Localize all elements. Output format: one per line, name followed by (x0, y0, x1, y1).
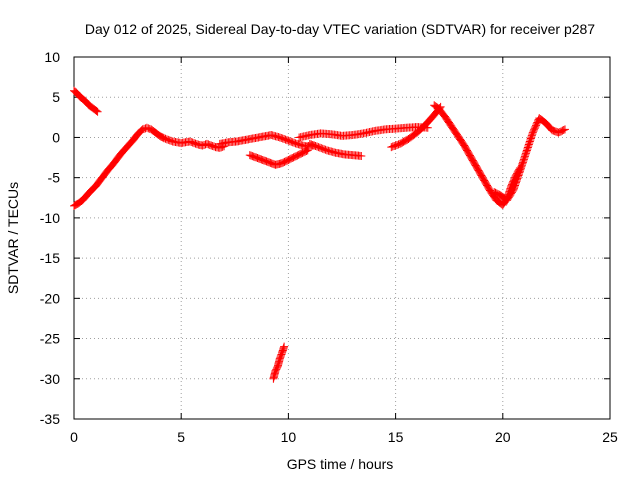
data-point (357, 151, 366, 160)
y-tick-label: -30 (40, 371, 60, 387)
series-p287-arc-7 (305, 139, 366, 160)
series-p287-arc-2 (70, 123, 229, 210)
data-point-fill (92, 106, 101, 115)
data-series (70, 86, 569, 383)
data-point (70, 201, 78, 210)
series-p287-arc-5 (269, 342, 289, 383)
data-point (303, 146, 312, 155)
data-point-fill (157, 133, 166, 142)
x-tick-label: 25 (602, 429, 618, 445)
x-tick-labels: 0 5 10 15 20 25 (70, 429, 618, 445)
y-tick-labels: 10 5 0 -5 -10 -15 -20 -25 -30 -35 (40, 49, 60, 427)
y-tick-label: -25 (40, 331, 60, 347)
data-point (155, 131, 164, 140)
axis-ticks (73, 56, 611, 420)
series-p287-arc-4 (245, 146, 312, 169)
data-point-fill (72, 200, 81, 209)
x-tick-label: 0 (70, 429, 78, 445)
y-tick-label: 5 (52, 89, 60, 105)
series-p287-arc-3 (215, 131, 319, 151)
data-point-fill (559, 126, 568, 135)
data-point (560, 125, 569, 134)
series-p287-arc-10 (490, 114, 569, 205)
x-tick-label: 20 (495, 429, 511, 445)
data-point-fill (302, 146, 311, 155)
y-axis-label: SDTVAR / TECUs (5, 182, 21, 294)
x-axis-label: GPS time / hours (287, 456, 394, 472)
data-point-fill (156, 132, 165, 141)
chart-title: Day 012 of 2025, Sidereal Day-to-day VTE… (85, 21, 595, 37)
y-tick-label: 0 (52, 129, 60, 145)
series-p287-arc-1 (70, 86, 102, 116)
y-tick-label: -35 (40, 411, 60, 427)
plot-frame (73, 56, 611, 420)
data-point (93, 107, 102, 116)
data-point (280, 342, 289, 351)
x-tick-label: 15 (388, 429, 404, 445)
y-tick-label: -20 (40, 290, 60, 306)
grid-lines (74, 57, 610, 419)
y-tick-label: -5 (48, 170, 61, 186)
data-point-fill (154, 131, 163, 140)
y-tick-label: -10 (40, 210, 60, 226)
x-tick-label: 10 (281, 429, 297, 445)
y-tick-label: 10 (44, 49, 60, 65)
x-tick-label: 5 (177, 429, 185, 445)
y-tick-label: -15 (40, 250, 60, 266)
data-point (91, 106, 100, 115)
data-point-fill (71, 201, 80, 210)
